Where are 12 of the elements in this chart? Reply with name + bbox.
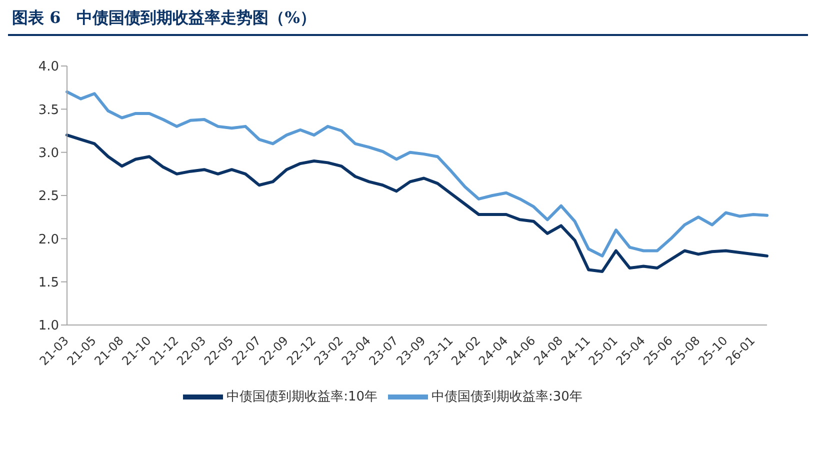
y-tick-label: 3.5 [38,102,59,118]
y-tick-label: 1.5 [38,275,59,290]
y-tick-label: 3.0 [38,146,59,161]
y-tick-label: 4.0 [38,60,59,75]
y-tick-label: 2.5 [38,189,59,204]
line-series [66,90,768,258]
y-tick-label: 1.0 [38,318,59,334]
line-series [66,134,768,273]
chart-title: 图表 6 中债国债到期收益率走势图（%） [8,8,808,36]
legend-label: 中债国债到期收益率:30年 [432,390,582,405]
legend-label: 中债国债到期收益率:10年 [226,390,378,405]
y-tick-label: 2.0 [38,232,59,248]
